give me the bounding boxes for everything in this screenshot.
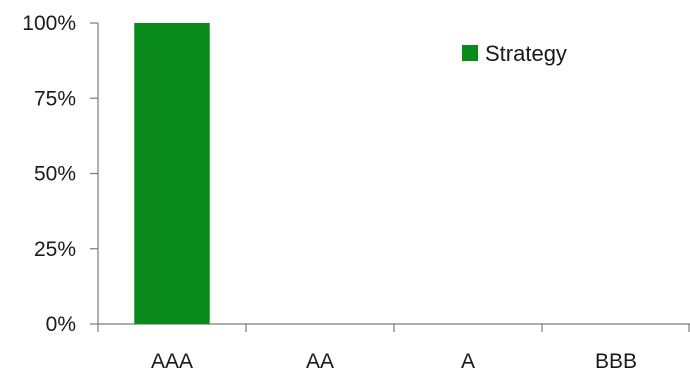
y-tick-label: 0% bbox=[46, 313, 76, 336]
y-tick-label: 75% bbox=[34, 87, 76, 110]
y-tick-label: 25% bbox=[34, 238, 76, 261]
legend-swatch bbox=[462, 45, 478, 61]
bar-aaa bbox=[134, 23, 210, 324]
y-tick-label: 50% bbox=[34, 163, 76, 186]
bars bbox=[134, 23, 210, 324]
y-tick-label: 100% bbox=[22, 12, 76, 35]
x-tick-label: BBB bbox=[595, 350, 637, 373]
x-axis: AAA AA A BBB bbox=[97, 323, 690, 373]
x-tick-label: AAA bbox=[151, 350, 193, 373]
x-tick-label: A bbox=[461, 350, 475, 373]
legend-label: Strategy bbox=[485, 41, 567, 66]
y-axis: 0% 25% 50% 75% 100% bbox=[22, 12, 99, 336]
legend: Strategy bbox=[462, 41, 567, 66]
x-tick-label: AA bbox=[306, 350, 334, 373]
